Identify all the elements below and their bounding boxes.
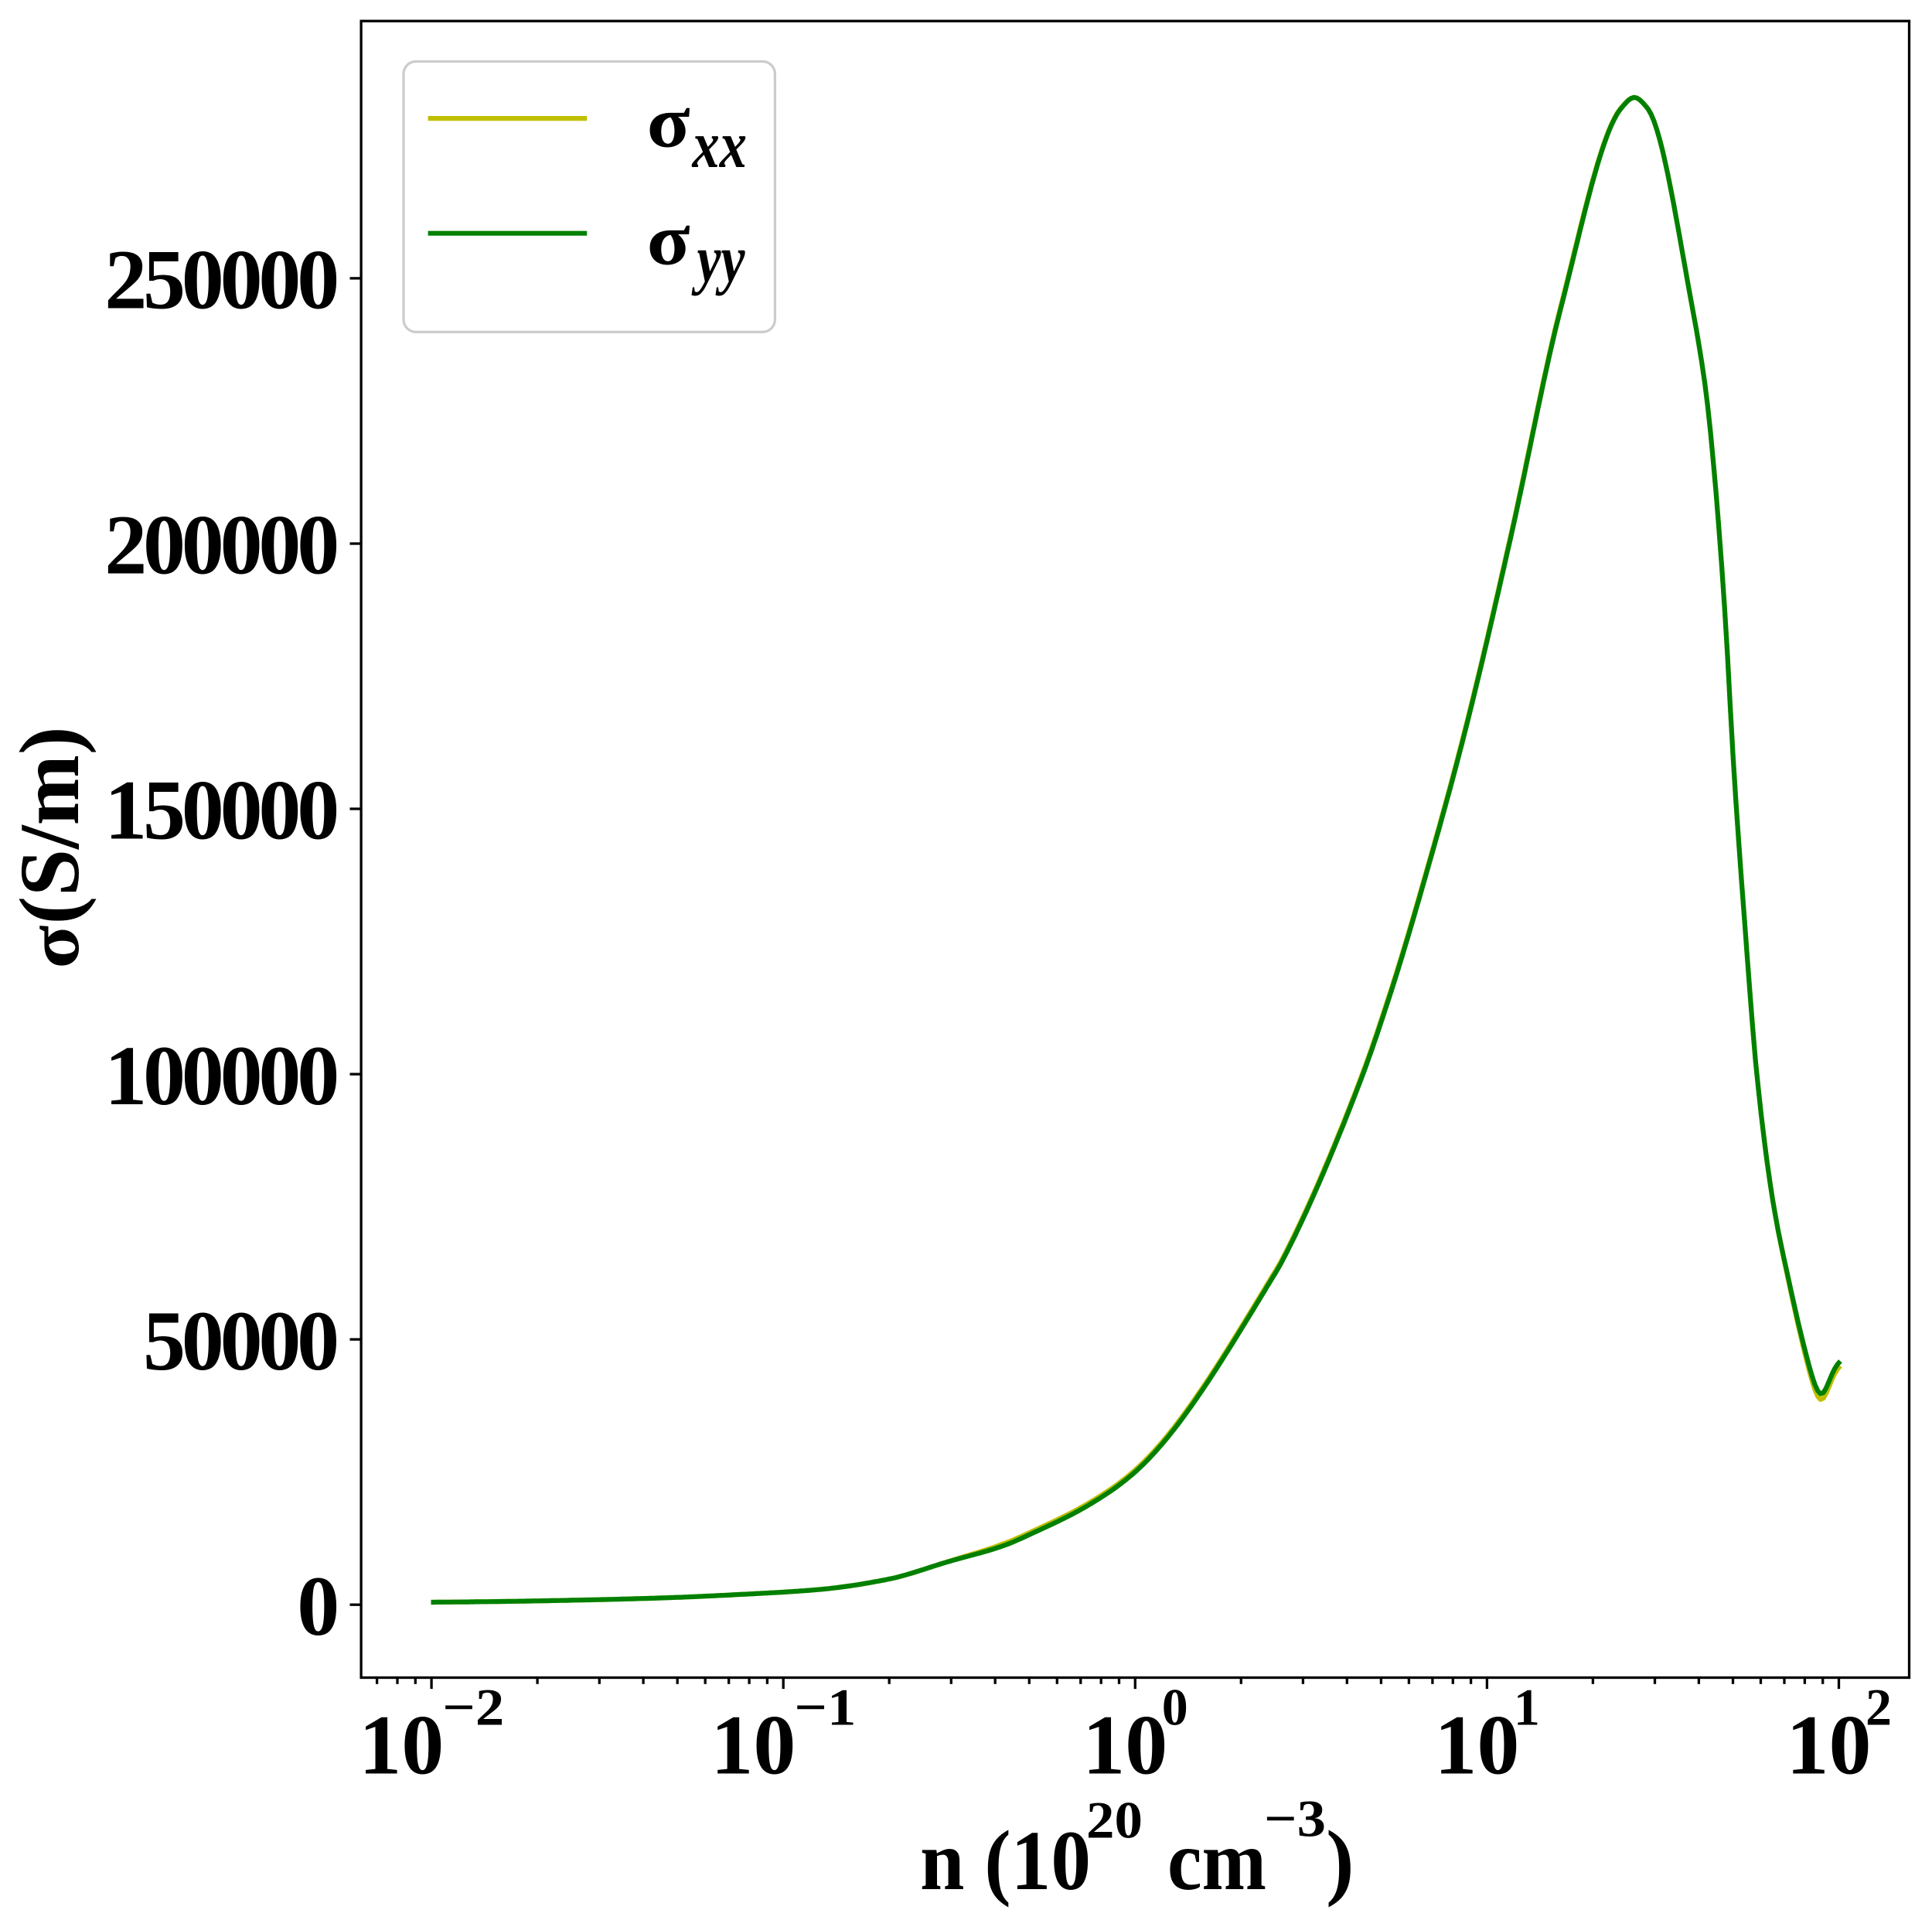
svg-text:50000: 50000 <box>143 1294 336 1388</box>
svg-text:−1: −1 <box>794 1678 856 1737</box>
svg-text:2: 2 <box>1866 1678 1892 1737</box>
svg-text:cm: cm <box>1167 1813 1266 1908</box>
svg-text:1: 1 <box>1514 1678 1540 1737</box>
svg-text:10: 10 <box>1787 1698 1872 1792</box>
svg-text:10: 10 <box>710 1698 796 1792</box>
svg-text:10: 10 <box>1434 1698 1519 1792</box>
svg-text:−3: −3 <box>1264 1789 1326 1848</box>
svg-text:σ: σ <box>12 925 94 968</box>
svg-text:σ: σ <box>647 81 690 163</box>
svg-text:σ: σ <box>647 199 690 281</box>
svg-text:10: 10 <box>1082 1698 1167 1792</box>
svg-text:10: 10 <box>359 1698 444 1792</box>
svg-text:200000: 200000 <box>104 498 336 592</box>
svg-text:0: 0 <box>297 1559 336 1653</box>
svg-text:150000: 150000 <box>104 763 336 858</box>
svg-text:): ) <box>1326 1813 1354 1908</box>
svg-text:n (10: n (10 <box>920 1813 1091 1908</box>
svg-text:yy: yy <box>691 220 745 295</box>
svg-text:(S/m): (S/m) <box>2 727 97 925</box>
svg-text:20: 20 <box>1086 1791 1143 1850</box>
svg-text:−2: −2 <box>442 1678 504 1737</box>
svg-text:0: 0 <box>1162 1678 1188 1737</box>
svg-text:250000: 250000 <box>104 233 336 327</box>
svg-text:xx: xx <box>691 107 747 182</box>
svg-text:100000: 100000 <box>104 1028 336 1123</box>
